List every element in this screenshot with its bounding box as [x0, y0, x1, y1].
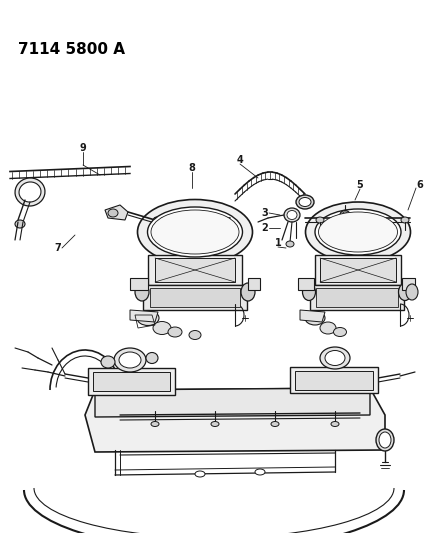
Ellipse shape	[320, 347, 350, 369]
Ellipse shape	[189, 330, 201, 340]
Ellipse shape	[284, 208, 300, 222]
Polygon shape	[130, 310, 158, 322]
Ellipse shape	[15, 220, 25, 228]
Ellipse shape	[306, 202, 410, 262]
Ellipse shape	[146, 352, 158, 364]
Polygon shape	[300, 310, 325, 322]
Ellipse shape	[153, 321, 171, 335]
Text: 1: 1	[275, 238, 281, 248]
Ellipse shape	[151, 210, 239, 254]
Ellipse shape	[305, 311, 325, 325]
Ellipse shape	[137, 311, 159, 326]
Polygon shape	[143, 285, 247, 310]
Ellipse shape	[135, 283, 149, 301]
Ellipse shape	[241, 283, 255, 301]
Ellipse shape	[271, 422, 279, 426]
Ellipse shape	[316, 217, 324, 223]
Ellipse shape	[255, 469, 265, 475]
Polygon shape	[298, 278, 314, 290]
Ellipse shape	[398, 284, 411, 301]
Text: 7: 7	[55, 243, 61, 253]
Ellipse shape	[296, 195, 314, 209]
Polygon shape	[402, 278, 415, 290]
Polygon shape	[93, 372, 170, 391]
Polygon shape	[290, 367, 378, 393]
Ellipse shape	[287, 211, 297, 220]
Ellipse shape	[119, 352, 141, 368]
Ellipse shape	[164, 217, 172, 223]
Text: 3: 3	[262, 208, 268, 218]
Ellipse shape	[320, 322, 336, 334]
Ellipse shape	[315, 209, 401, 255]
Ellipse shape	[19, 182, 41, 202]
Ellipse shape	[406, 284, 418, 300]
Text: 5: 5	[357, 180, 363, 190]
Polygon shape	[310, 285, 404, 310]
Ellipse shape	[333, 327, 347, 336]
Text: 4: 4	[237, 155, 244, 165]
Ellipse shape	[379, 432, 391, 448]
Ellipse shape	[376, 429, 394, 451]
Ellipse shape	[221, 217, 229, 223]
Ellipse shape	[286, 241, 294, 247]
Ellipse shape	[101, 356, 115, 368]
Ellipse shape	[342, 212, 348, 218]
Text: 2: 2	[262, 223, 268, 233]
Ellipse shape	[401, 217, 409, 223]
Ellipse shape	[211, 422, 219, 426]
Ellipse shape	[15, 178, 45, 206]
Ellipse shape	[108, 209, 118, 217]
Ellipse shape	[318, 212, 398, 252]
Ellipse shape	[153, 217, 161, 225]
Polygon shape	[248, 278, 260, 290]
Polygon shape	[85, 388, 385, 452]
Ellipse shape	[168, 327, 182, 337]
Ellipse shape	[340, 211, 350, 220]
Polygon shape	[320, 258, 396, 282]
Polygon shape	[150, 288, 240, 307]
Ellipse shape	[148, 207, 243, 257]
Text: 9: 9	[80, 143, 86, 153]
Text: 7114 5800 A: 7114 5800 A	[18, 42, 125, 57]
Polygon shape	[155, 258, 235, 282]
Polygon shape	[295, 371, 373, 390]
Ellipse shape	[325, 351, 345, 366]
Polygon shape	[315, 255, 401, 285]
Ellipse shape	[114, 348, 146, 372]
Ellipse shape	[151, 422, 159, 426]
Text: 6: 6	[416, 180, 423, 190]
Text: 8: 8	[189, 163, 196, 173]
Ellipse shape	[331, 422, 339, 426]
Polygon shape	[88, 368, 175, 395]
Ellipse shape	[195, 471, 205, 477]
Ellipse shape	[299, 198, 311, 206]
Ellipse shape	[303, 284, 315, 301]
Polygon shape	[95, 388, 370, 417]
Polygon shape	[148, 255, 242, 285]
Polygon shape	[316, 288, 398, 307]
Polygon shape	[105, 205, 128, 220]
Ellipse shape	[137, 199, 253, 264]
Polygon shape	[130, 278, 148, 290]
